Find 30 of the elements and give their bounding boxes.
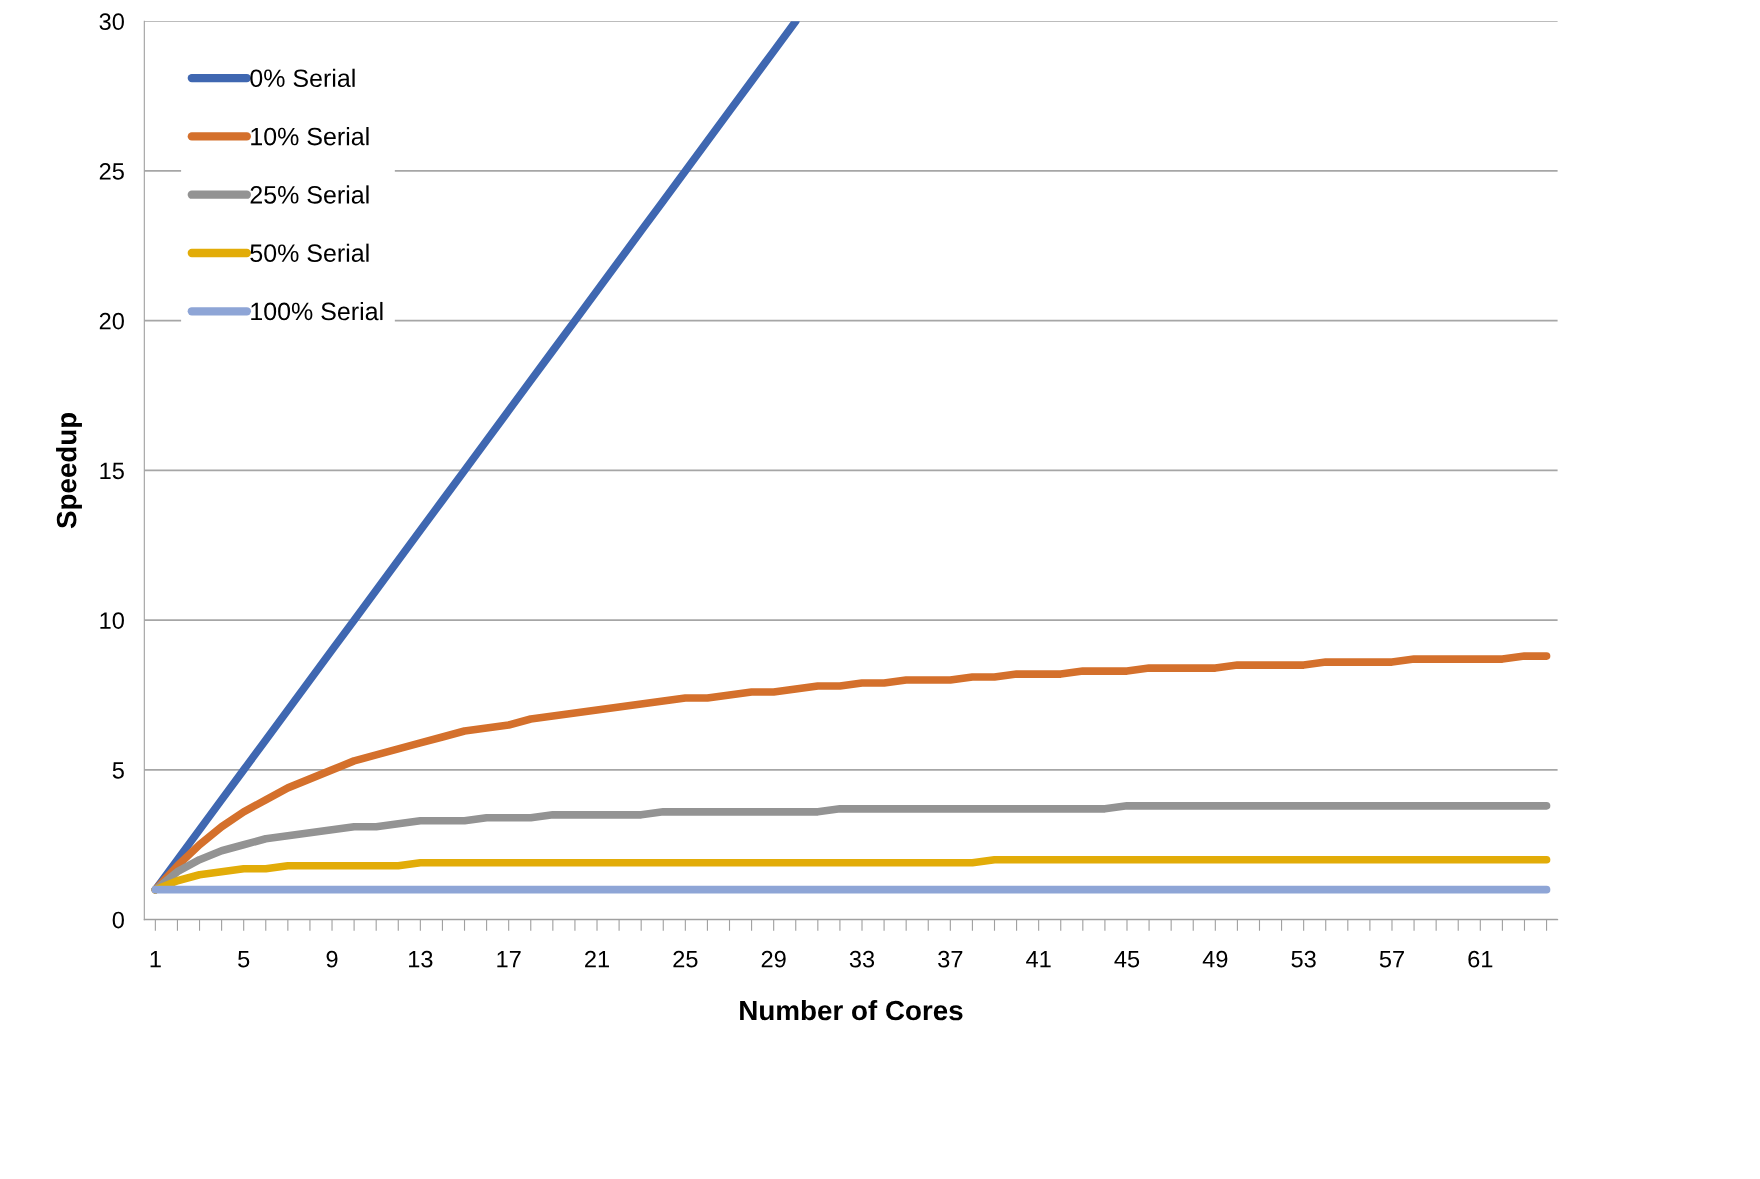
x-tick-label: 13 (409, 950, 433, 968)
x-tick-label: 21 (585, 950, 609, 968)
y-tick-label: 25 (99, 163, 124, 180)
x-tick-label: 49 (1202, 950, 1228, 968)
x-tick-label: 5 (238, 951, 250, 968)
y-tick-label: 30 (99, 13, 124, 31)
legend-label: 100% Serial (251, 301, 383, 321)
x-tick-label: 37 (938, 950, 963, 968)
y-tick-label: 0 (112, 911, 124, 929)
x-tick-label: 29 (761, 950, 786, 968)
x-tick-label: 53 (1291, 950, 1316, 968)
x-tick-label: 57 (1379, 951, 1404, 968)
x-tick-label: 61 (1468, 950, 1493, 968)
y-tick-label: 15 (100, 462, 124, 480)
x-axis-title: Number of Cores (740, 999, 963, 1021)
x-tick-label: 45 (1114, 951, 1140, 968)
x-tick-label: 9 (326, 950, 338, 968)
x-tick-label: 1 (150, 951, 161, 968)
y-tick-label: 10 (100, 612, 124, 629)
legend-label: 25% Serial (250, 185, 369, 204)
y-axis-title: Speedup (56, 412, 82, 529)
legend-label: 50% Serial (250, 243, 369, 262)
x-tick-label: 25 (673, 950, 698, 968)
x-tick-label: 33 (849, 950, 875, 968)
x-tick-label: 41 (1026, 951, 1051, 968)
legend-label: 0% Serial (250, 68, 355, 88)
y-tick-label: 5 (112, 762, 124, 779)
x-tick-label: 17 (497, 951, 521, 968)
y-tick-label: 20 (99, 312, 124, 330)
legend-label: 10% Serial (251, 127, 369, 146)
